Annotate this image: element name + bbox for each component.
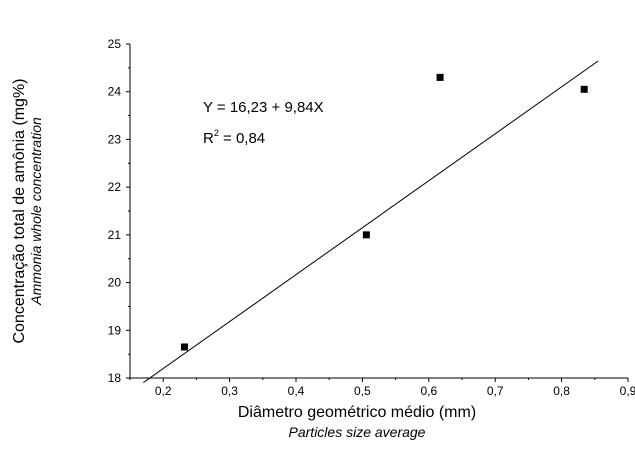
- x-axis-subtitle: Particles size average: [289, 424, 426, 440]
- y-tick-label: 24: [108, 85, 122, 99]
- x-tick-label: 0,3: [221, 384, 238, 398]
- y-tick-label: 23: [108, 132, 122, 146]
- x-axis-title: Diâmetro geométrico médio (mm): [238, 404, 476, 421]
- regression-line: [142, 60, 599, 384]
- x-tick-label: 0,4: [288, 384, 305, 398]
- x-axis-ticks: 0,2 0,3 0,4 0,5 0,6 0,7 0,8 0,9: [129, 378, 635, 398]
- x-tick-label: 0,6: [420, 384, 437, 398]
- x-tick-label: 0,5: [354, 384, 371, 398]
- data-point: [362, 231, 370, 239]
- r-squared-prefix: R: [203, 130, 214, 147]
- data-points: [180, 73, 588, 351]
- regression-equation: Y = 16,23 + 9,84X: [203, 99, 324, 116]
- data-point: [436, 73, 444, 81]
- x-tick-label: 0,2: [155, 384, 172, 398]
- x-tick-label: 0,7: [487, 384, 504, 398]
- data-point: [180, 343, 188, 351]
- y-tick-label: 20: [108, 276, 122, 290]
- x-tick-label: 0,9: [620, 384, 635, 398]
- y-tick-label: 22: [108, 180, 122, 194]
- y-axis-title: Concentração total de amônia (mg%): [11, 78, 28, 343]
- y-axis-subtitle: Ammonia whole concentration: [28, 117, 44, 306]
- y-tick-label: 19: [108, 323, 122, 337]
- chart-axes: [129, 44, 628, 379]
- r-squared-label: R2 = 0,84: [203, 128, 265, 147]
- y-tick-label: 18: [108, 371, 122, 385]
- r-squared-value: = 0,84: [219, 130, 265, 147]
- x-tick-label: 0,8: [553, 384, 570, 398]
- regression-line-group: [142, 60, 599, 384]
- y-tick-label: 25: [108, 37, 122, 51]
- data-point: [580, 85, 588, 93]
- y-axis-ticks: 18 19 20 21 22 23 24 25: [108, 37, 130, 385]
- r-squared-superscript: 2: [214, 128, 219, 138]
- y-tick-label: 21: [108, 228, 122, 242]
